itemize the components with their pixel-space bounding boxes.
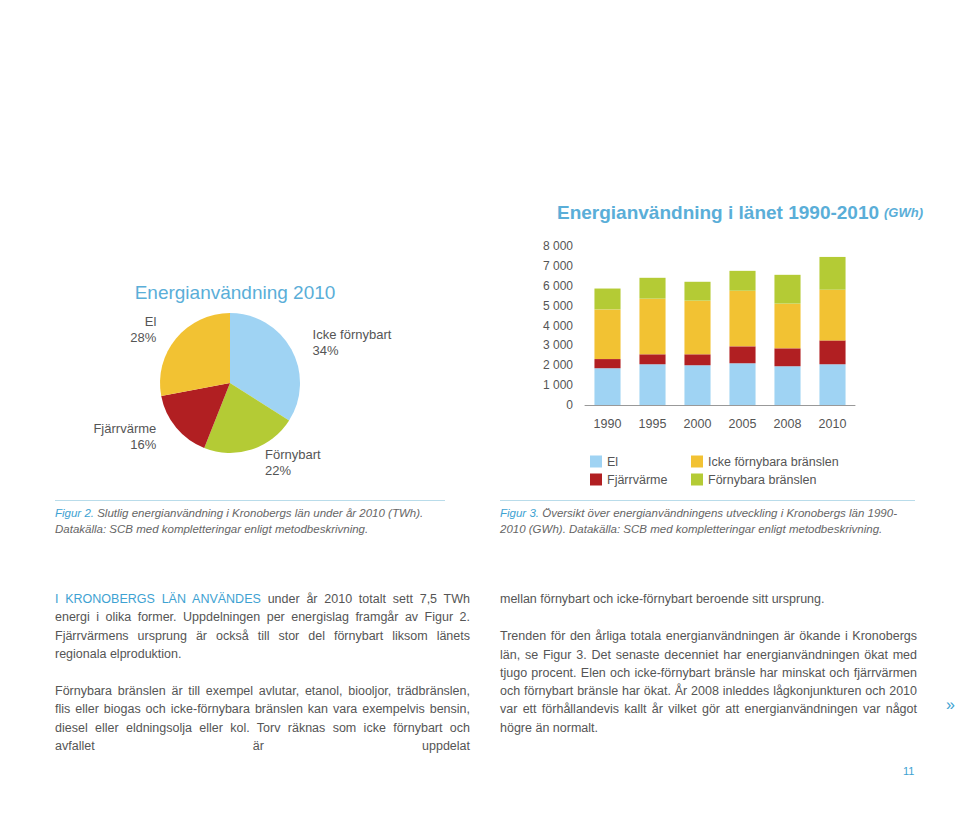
html-text:11: 11: [903, 765, 915, 777]
svg-text:Förnybart: Förnybart: [265, 447, 321, 462]
svg-text:2000: 2000: [684, 417, 712, 431]
svg-text:Icke förnybart: Icke förnybart: [313, 327, 392, 342]
svg-text:El: El: [607, 455, 618, 469]
svg-text:El: El: [145, 314, 157, 329]
svg-text:6 000: 6 000: [543, 279, 573, 293]
svg-text:Fjärrvärme: Fjärrvärme: [607, 473, 667, 487]
svg-text:Fjärrvärme: Fjärrvärme: [93, 421, 156, 436]
svg-text:Energianvändning i länet 1990-: Energianvändning i länet 1990-2010: [557, 202, 879, 223]
svg-text:22%: 22%: [265, 463, 291, 478]
html-text:mellan förnybart och icke-förn: mellan förnybart och icke-förnybart bero…: [500, 592, 825, 606]
svg-text:Förnybara bränslen: Förnybara bränslen: [708, 473, 816, 487]
svg-text:34%: 34%: [313, 343, 339, 358]
html-text:Förnybara bränslen är till exe: Förnybara bränslen är till exempel avlut…: [55, 684, 470, 754]
html-text:Trenden för den årliga totala: Trenden för den årliga totala energianvä…: [500, 629, 917, 735]
svg-text:Energianvändning 2010: Energianvändning 2010: [135, 282, 336, 303]
svg-text:0: 0: [566, 398, 573, 412]
svg-text:4 000: 4 000: [543, 319, 573, 333]
html-text:under år 2010 totalt sett 7,5: under år 2010 totalt sett 7,5 TWh energi…: [55, 592, 470, 661]
svg-text:1990: 1990: [594, 417, 622, 431]
html-text:Figur 2. Slutlig energianvändn: Figur 2. Slutlig energianvändning i Kron…: [55, 507, 424, 535]
svg-text:1 000: 1 000: [543, 378, 573, 392]
svg-text:3 000: 3 000: [543, 338, 573, 352]
svg-text:5 000: 5 000: [543, 299, 573, 313]
svg-text:7 000: 7 000: [543, 259, 573, 273]
svg-text:2005: 2005: [729, 417, 757, 431]
svg-text:16%: 16%: [130, 437, 156, 452]
html-text:Figur 3. Översikt över energia: Figur 3. Översikt över energianvändninge…: [500, 507, 897, 535]
svg-text:2008: 2008: [774, 417, 802, 431]
svg-text:28%: 28%: [130, 330, 156, 345]
html-text:I KRONOBERGS LÄN ANVÄNDES: I KRONOBERGS LÄN ANVÄNDES: [55, 592, 261, 606]
svg-text:(GWh): (GWh): [884, 205, 923, 220]
svg-text:1995: 1995: [639, 417, 667, 431]
svg-text:2010: 2010: [819, 417, 847, 431]
svg-text:Icke förnybara bränslen: Icke förnybara bränslen: [708, 455, 839, 469]
svg-text:8 000: 8 000: [543, 239, 573, 253]
svg-text:2 000: 2 000: [543, 358, 573, 372]
